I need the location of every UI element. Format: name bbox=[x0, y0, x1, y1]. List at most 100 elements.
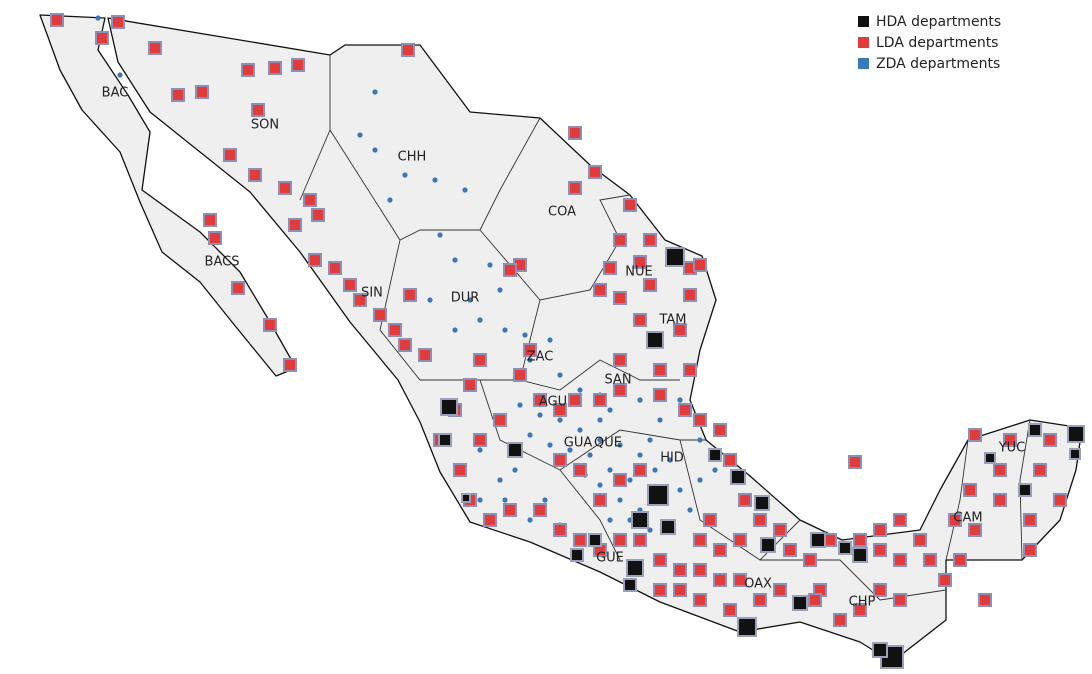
lda-square bbox=[1043, 433, 1057, 447]
hda-square bbox=[570, 548, 584, 562]
lda-square bbox=[203, 213, 217, 227]
hda-square bbox=[507, 442, 523, 458]
lda-square bbox=[848, 455, 862, 469]
zda-dot bbox=[607, 517, 613, 523]
lda-square bbox=[503, 503, 517, 517]
lda-square bbox=[773, 583, 787, 597]
zda-dot bbox=[452, 327, 458, 333]
zda-dot bbox=[527, 357, 533, 363]
legend-label: LDA departments bbox=[876, 35, 998, 51]
lda-square bbox=[553, 453, 567, 467]
lda-square bbox=[893, 593, 907, 607]
zda-dot bbox=[372, 147, 378, 153]
lda-square bbox=[853, 603, 867, 617]
lda-square bbox=[653, 363, 667, 377]
hda-square bbox=[647, 484, 669, 506]
lda-square bbox=[398, 338, 412, 352]
lda-square bbox=[573, 463, 587, 477]
hda-square bbox=[461, 493, 471, 503]
lda-square bbox=[693, 413, 707, 427]
lda-square bbox=[513, 368, 527, 382]
lda-square bbox=[533, 503, 547, 517]
zda-dot bbox=[697, 437, 703, 443]
lda-square bbox=[633, 463, 647, 477]
lda-square bbox=[573, 533, 587, 547]
zda-dot bbox=[637, 452, 643, 458]
state-label: YUC bbox=[998, 441, 1026, 456]
zda-dot bbox=[117, 72, 123, 78]
lda-square bbox=[913, 533, 927, 547]
hda-square bbox=[984, 452, 996, 464]
lda-square bbox=[753, 593, 767, 607]
state-label: GUE bbox=[596, 551, 624, 566]
hda-square bbox=[754, 495, 770, 511]
lda-square bbox=[723, 453, 737, 467]
hda-square bbox=[626, 559, 644, 577]
lda-square bbox=[291, 58, 305, 72]
state-label: NUE bbox=[625, 265, 652, 280]
zda-dot bbox=[547, 337, 553, 343]
hda-square bbox=[440, 398, 458, 416]
lda-square bbox=[683, 363, 697, 377]
lda-square bbox=[833, 613, 847, 627]
mainland bbox=[107, 17, 1083, 663]
lda-square bbox=[703, 513, 717, 527]
lda-square bbox=[733, 573, 747, 587]
lda-square bbox=[278, 181, 292, 195]
hda-square bbox=[1018, 483, 1032, 497]
hda-square bbox=[737, 617, 757, 637]
lda-square bbox=[1023, 543, 1037, 557]
lda-square bbox=[223, 148, 237, 162]
zda-dot bbox=[527, 517, 533, 523]
legend-swatch bbox=[858, 58, 869, 69]
zda-dot bbox=[462, 187, 468, 193]
lda-square bbox=[643, 278, 657, 292]
hda-square bbox=[1028, 423, 1042, 437]
zda-dot bbox=[357, 132, 363, 138]
lda-square bbox=[593, 393, 607, 407]
lda-square bbox=[968, 523, 982, 537]
hda-square bbox=[665, 247, 685, 267]
lda-square bbox=[653, 583, 667, 597]
zda-dot bbox=[497, 287, 503, 293]
zda-dot bbox=[497, 477, 503, 483]
zda-dot bbox=[607, 467, 613, 473]
lda-square bbox=[873, 523, 887, 537]
lda-square bbox=[893, 513, 907, 527]
lda-square bbox=[693, 563, 707, 577]
lda-square bbox=[503, 263, 517, 277]
lda-square bbox=[231, 281, 245, 295]
lda-square bbox=[613, 473, 627, 487]
zda-dot bbox=[437, 232, 443, 238]
state-label: COA bbox=[548, 205, 576, 220]
lda-square bbox=[308, 253, 322, 267]
lda-square bbox=[251, 103, 265, 117]
zda-dot bbox=[567, 447, 573, 453]
state-label: CHP bbox=[849, 595, 876, 610]
lda-square bbox=[568, 126, 582, 140]
zda-dot bbox=[557, 417, 563, 423]
lda-square bbox=[1033, 463, 1047, 477]
lda-square bbox=[723, 603, 737, 617]
lda-square bbox=[683, 288, 697, 302]
state-label: QUE bbox=[594, 436, 622, 451]
lda-square bbox=[50, 13, 64, 27]
hda-square bbox=[810, 532, 826, 548]
state-label: CAM bbox=[953, 511, 982, 526]
hda-square bbox=[623, 578, 637, 592]
lda-square bbox=[713, 543, 727, 557]
lda-square bbox=[968, 428, 982, 442]
lda-square bbox=[1003, 433, 1017, 447]
lda-square bbox=[568, 393, 582, 407]
zda-dot bbox=[517, 402, 523, 408]
lda-square bbox=[1053, 493, 1067, 507]
zda-dot bbox=[512, 467, 518, 473]
lda-square bbox=[241, 63, 255, 77]
zda-dot bbox=[652, 467, 658, 473]
lda-square bbox=[948, 513, 962, 527]
lda-square bbox=[288, 218, 302, 232]
hda-square bbox=[588, 533, 602, 547]
lda-square bbox=[678, 403, 692, 417]
zda-dot bbox=[477, 317, 483, 323]
